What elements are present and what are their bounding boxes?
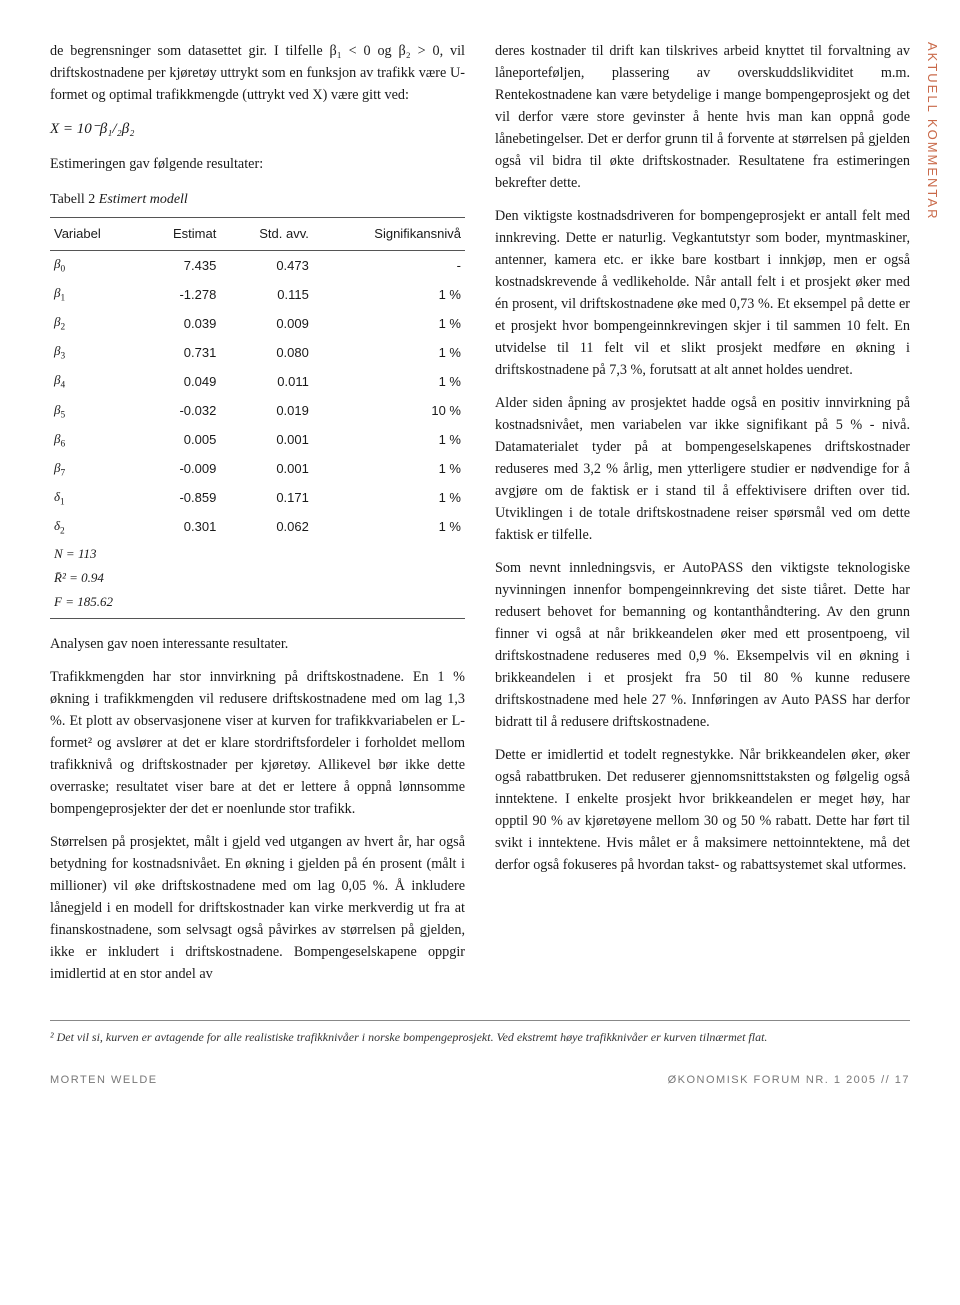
table-row: β7-0.0090.0011 % (50, 455, 465, 484)
cell-variable: δ1 (50, 484, 138, 513)
col-header-stderr: Std. avv. (220, 217, 313, 250)
cell-variable: β1 (50, 280, 138, 309)
col-header-variable: Variabel (50, 217, 138, 250)
footer-author: MORTEN WELDE (50, 1074, 158, 1086)
col-header-estimate: Estimat (138, 217, 220, 250)
cell-stat: F = 185.62 (50, 590, 465, 619)
paragraph: de begrensninger som datasettet gir. I t… (50, 40, 465, 106)
paragraph: Trafikkmengden har stor innvirkning på d… (50, 666, 465, 820)
cell-estimate: -0.009 (138, 455, 220, 484)
two-column-layout: de begrensninger som datasettet gir. I t… (50, 40, 910, 996)
cell-variable: β3 (50, 338, 138, 367)
cell-variable: β0 (50, 251, 138, 281)
cell-variable: β5 (50, 397, 138, 426)
cell-stderr: 0.011 (220, 367, 313, 396)
paragraph: deres kostnader til drift kan tilskrives… (495, 40, 910, 194)
paragraph: Størrelsen på prosjektet, målt i gjeld v… (50, 831, 465, 985)
table-row: β60.0050.0011 % (50, 426, 465, 455)
table-stat-row: F = 185.62 (50, 590, 465, 619)
cell-variable: β4 (50, 367, 138, 396)
cell-stderr: 0.080 (220, 338, 313, 367)
cell-stat: N = 113 (50, 542, 465, 566)
cell-variable: β6 (50, 426, 138, 455)
cell-stat: R̄² = 0.94 (50, 566, 465, 590)
cell-signif: - (313, 251, 465, 281)
table-number: Tabell 2 (50, 192, 95, 207)
right-column: deres kostnader til drift kan tilskrives… (495, 40, 910, 996)
footnote: ² Det vil si, kurven er avtagende for al… (50, 1029, 910, 1046)
table-stat-row: N = 113 (50, 542, 465, 566)
cell-estimate: 0.005 (138, 426, 220, 455)
cell-estimate: -0.859 (138, 484, 220, 513)
table-row: β20.0390.0091 % (50, 309, 465, 338)
table-stat-row: R̄² = 0.94 (50, 566, 465, 590)
col-header-signif: Signifikansnivå (313, 217, 465, 250)
cell-estimate: -0.032 (138, 397, 220, 426)
cell-variable: β2 (50, 309, 138, 338)
paragraph: Alder siden åpning av prosjektet hadde o… (495, 392, 910, 546)
table-row: β40.0490.0111 % (50, 367, 465, 396)
cell-signif: 10 % (313, 397, 465, 426)
paragraph: Som nevnt innledningsvis, er AutoPASS de… (495, 557, 910, 733)
cell-stderr: 0.001 (220, 455, 313, 484)
cell-estimate: 0.039 (138, 309, 220, 338)
paragraph: Analysen gav noen interessante resultate… (50, 633, 465, 655)
cell-stderr: 0.171 (220, 484, 313, 513)
table-row: β1-1.2780.1151 % (50, 280, 465, 309)
cell-estimate: 0.049 (138, 367, 220, 396)
cell-signif: 1 % (313, 338, 465, 367)
estimates-table: Variabel Estimat Std. avv. Signifikansni… (50, 217, 465, 620)
table-row: δ1-0.8590.1711 % (50, 484, 465, 513)
paragraph: Den viktigste kostnadsdriveren for bompe… (495, 205, 910, 381)
cell-estimate: -1.278 (138, 280, 220, 309)
cell-signif: 1 % (313, 280, 465, 309)
cell-estimate: 7.435 (138, 251, 220, 281)
cell-signif: 1 % (313, 367, 465, 396)
cell-signif: 1 % (313, 309, 465, 338)
cell-signif: 1 % (313, 513, 465, 542)
cell-signif: 1 % (313, 426, 465, 455)
cell-stderr: 0.019 (220, 397, 313, 426)
table-name: Estimert modell (99, 192, 188, 207)
left-column: de begrensninger som datasettet gir. I t… (50, 40, 465, 996)
formula: X = 10⁻β₁/₂β₂ (50, 118, 465, 141)
cell-signif: 1 % (313, 455, 465, 484)
footnote-separator (50, 1020, 910, 1021)
table-row: β30.7310.0801 % (50, 338, 465, 367)
cell-variable: β7 (50, 455, 138, 484)
table-row: δ20.3010.0621 % (50, 513, 465, 542)
cell-stderr: 0.115 (220, 280, 313, 309)
table-row: β5-0.0320.01910 % (50, 397, 465, 426)
cell-stderr: 0.473 (220, 251, 313, 281)
cell-stderr: 0.009 (220, 309, 313, 338)
table-caption: Tabell 2 Estimert modell (50, 189, 465, 211)
paragraph: Estimeringen gav følgende resultater: (50, 153, 465, 175)
footer-journal-page: ØKONOMISK FORUM NR. 1 2005 // 17 (668, 1074, 910, 1086)
cell-signif: 1 % (313, 484, 465, 513)
cell-variable: δ2 (50, 513, 138, 542)
table-row: β07.4350.473- (50, 251, 465, 281)
cell-estimate: 0.301 (138, 513, 220, 542)
paragraph: Dette er imidlertid et todelt regnestykk… (495, 744, 910, 876)
cell-stderr: 0.062 (220, 513, 313, 542)
page-footer: MORTEN WELDE ØKONOMISK FORUM NR. 1 2005 … (50, 1074, 910, 1086)
section-side-label: AKTUELL KOMMENTAR (925, 42, 940, 220)
cell-estimate: 0.731 (138, 338, 220, 367)
cell-stderr: 0.001 (220, 426, 313, 455)
